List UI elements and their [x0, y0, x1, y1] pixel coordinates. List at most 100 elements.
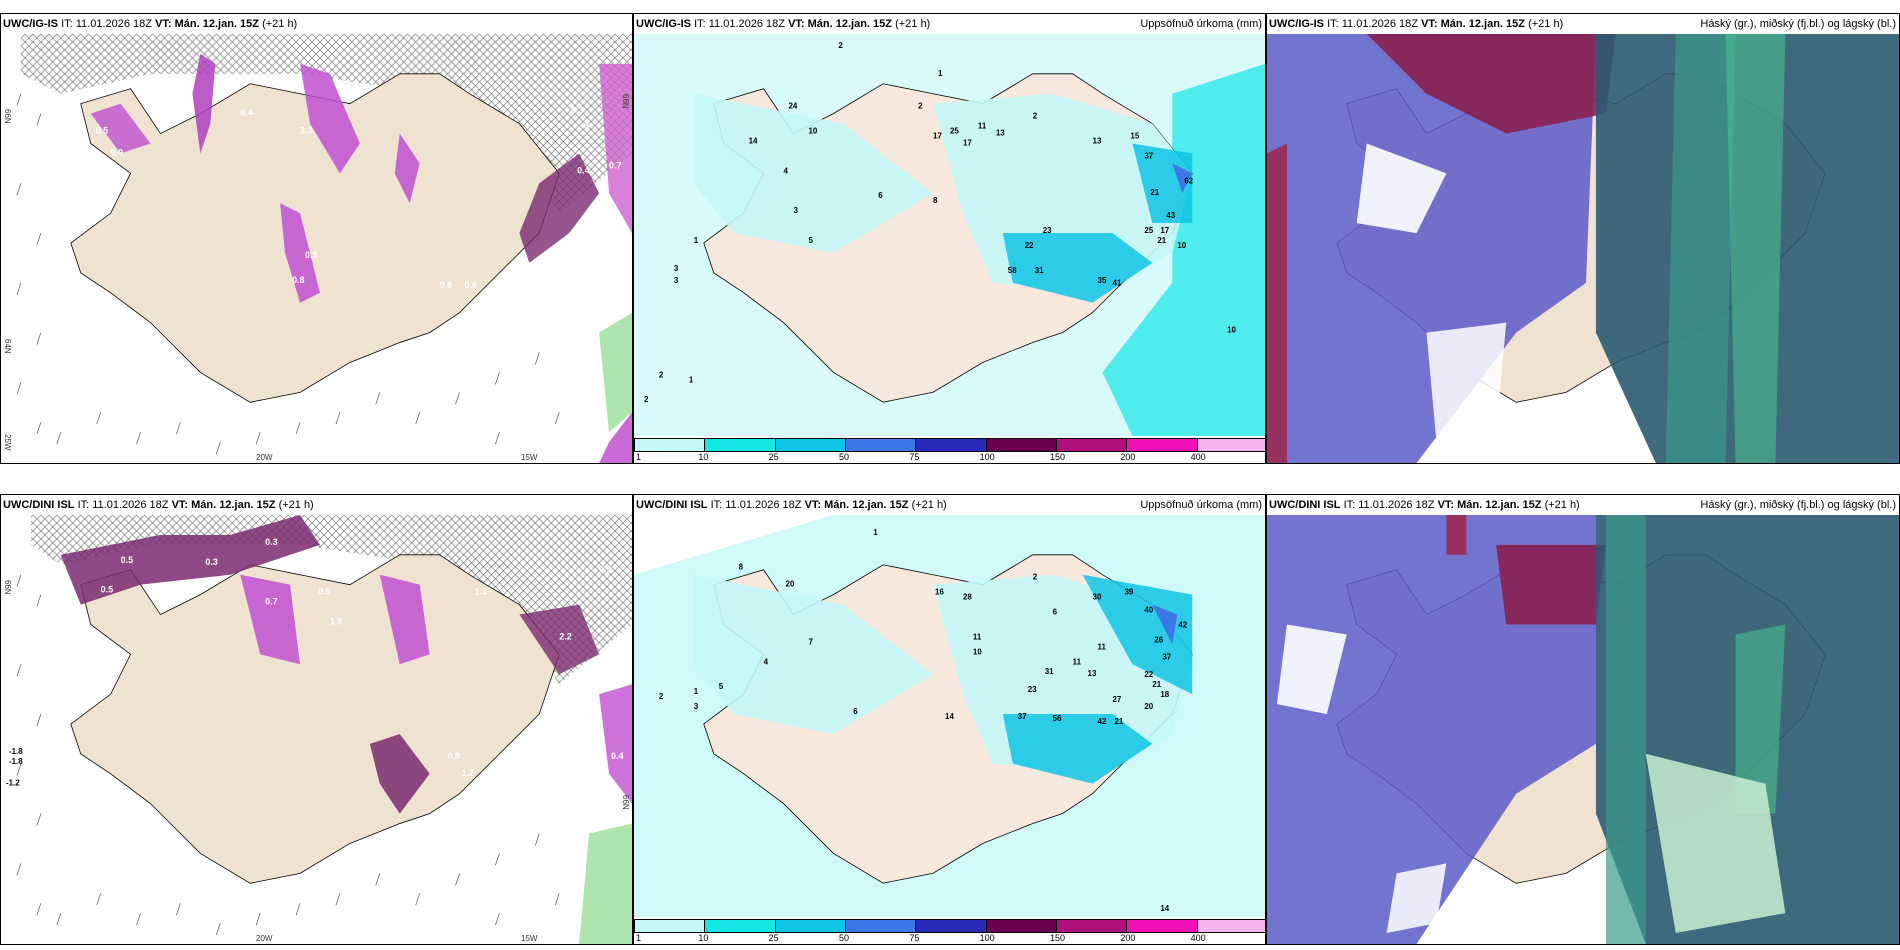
value-label: 0.7 — [589, 454, 601, 463]
value-label: 0.3 — [599, 565, 611, 575]
value-label: 8 — [739, 563, 744, 572]
panel-dini-cloud: UWC/DINI ISL IT: 11.01.2026 18Z VT: Mán.… — [1266, 494, 1900, 945]
value-label: 2 — [1033, 573, 1038, 582]
colorbar: 1 10 25 50 75 100 150 200 400 — [634, 917, 1265, 944]
value-label: 0.4 — [240, 108, 252, 118]
colorbar: 1 10 25 50 75 100 150 200 400 — [634, 436, 1265, 463]
value-label: 25 — [950, 127, 959, 136]
colorbar-tick-label: 75 — [909, 933, 920, 943]
value-label: 42 — [1178, 620, 1187, 629]
value-label: 0.9 — [111, 147, 123, 157]
colorbar-tick-label: 200 — [1120, 933, 1136, 943]
panel-header: UWC/DINI ISL IT: 11.01.2026 18Z VT: Mán.… — [1267, 495, 1899, 515]
value-label: 0.3 — [571, 106, 583, 116]
value-label: 1 — [694, 687, 699, 696]
value-label: 0.6 — [465, 280, 477, 290]
value-label: 14 — [945, 712, 954, 721]
value-label: 42 — [1098, 717, 1107, 726]
value-label: 35 — [1098, 276, 1107, 285]
value-label: 10 — [1227, 326, 1236, 335]
colorbar-swatch — [774, 919, 846, 933]
panel-title: Háský (gr.), miðský (fj.bl.) og lágský (… — [1700, 499, 1896, 511]
value-label: 16 — [935, 588, 944, 597]
value-label: 41 — [1112, 279, 1121, 288]
value-label: 40 — [1144, 606, 1153, 615]
value-label: 0.9 — [305, 250, 317, 260]
value-label: 17 — [1160, 226, 1169, 235]
value-label: 0.4 — [215, 86, 227, 96]
map-precip: 8 1 16 28 20 11 2 6 30 39 40 42 26 37 22… — [634, 515, 1265, 917]
panel-dini-wind: UWC/DINI ISL IT: 11.01.2026 18Z VT: Mán.… — [0, 494, 633, 945]
value-label: 23 — [1028, 685, 1037, 694]
colorbar-tick-label: 400 — [1190, 452, 1206, 462]
value-label: 1 — [873, 528, 878, 537]
colorbar-swatch — [1126, 919, 1198, 933]
value-label: 37 — [1162, 652, 1171, 661]
colorbar-swatch — [915, 919, 987, 933]
value-label: 10 — [808, 127, 817, 136]
value-label: 27 — [1112, 695, 1121, 704]
colorbar-tick-label: 1 — [636, 452, 642, 462]
colorbar-swatch — [845, 919, 917, 933]
value-label: 13 — [996, 129, 1005, 138]
colorbar-swatch — [985, 438, 1057, 452]
value-label: -1.2 — [6, 779, 20, 788]
value-label: 1.9 — [330, 616, 342, 626]
value-label: 2.2 — [559, 631, 571, 641]
value-label: 2 — [918, 102, 923, 111]
colorbar-swatch — [634, 919, 706, 933]
value-label: 2 — [1033, 112, 1038, 121]
panel-header: UWC/DINI ISL IT: 11.01.2026 18Z VT: Mán.… — [1, 495, 632, 515]
colorbar-tick-label: 400 — [1190, 933, 1206, 943]
lon-label: 25W — [3, 434, 12, 451]
panel-ig-is-cloud: UWC/IG-IS IT: 11.01.2026 18Z VT: Mán. 12… — [1266, 13, 1900, 464]
value-label: 5 — [808, 236, 813, 245]
value-label: 31 — [1035, 266, 1044, 275]
value-label: 10 — [1177, 241, 1186, 250]
value-label: 62 — [1184, 176, 1193, 185]
lat-label: 64N — [3, 339, 12, 354]
value-label: 0.7 — [609, 160, 621, 170]
value-label: 24 — [789, 102, 798, 111]
value-label: 0.5 — [517, 260, 529, 270]
colorbar-tick-label: 10 — [698, 452, 709, 462]
panel-header: UWC/IG-IS IT: 11.01.2026 18Z VT: Mán. 12… — [1, 14, 632, 34]
value-label: 0.9 — [448, 751, 460, 761]
colorbar-tick-label: 100 — [979, 452, 995, 462]
value-label: 4 — [784, 166, 789, 175]
value-label: 0.7 — [265, 597, 277, 607]
value-label: 4 — [764, 657, 769, 666]
value-label: 14 — [1160, 904, 1169, 913]
colorbar-swatch — [1196, 438, 1265, 452]
lon-label: 15W — [521, 934, 538, 943]
value-label: 26 — [1154, 635, 1163, 644]
value-label: 0.3 — [205, 557, 217, 567]
value-label: 11 — [978, 122, 987, 131]
value-label: 2 — [644, 395, 649, 404]
value-label: 21 — [1152, 680, 1161, 689]
value-label: 56 — [1053, 714, 1062, 723]
colorbar-swatch — [985, 919, 1057, 933]
value-label: 3 — [694, 702, 699, 711]
value-label: 8 — [933, 196, 938, 205]
value-label: 21 — [1150, 188, 1159, 197]
value-label: 2 — [659, 692, 664, 701]
value-label: 3.3 — [300, 126, 312, 136]
value-label: 21 — [1114, 717, 1123, 726]
value-label: 20 — [786, 580, 795, 589]
colorbar-tick-label: 100 — [979, 933, 995, 943]
value-label: 10 — [973, 647, 982, 656]
colorbar-tick-label: 150 — [1050, 933, 1066, 943]
value-label: 6 — [853, 707, 858, 716]
colorbar-tick-label: 25 — [768, 933, 779, 943]
value-label: 37 — [1018, 712, 1027, 721]
map-cloud — [1267, 515, 1899, 944]
value-label: 58 — [1008, 266, 1017, 275]
value-label: 17 — [933, 131, 942, 140]
value-label: 1 — [694, 236, 699, 245]
map-cloud — [1267, 34, 1899, 463]
colorbar-swatch — [634, 438, 706, 452]
value-label: 28 — [963, 593, 972, 602]
value-label: 0.9 — [318, 587, 330, 597]
value-label: 13 — [1088, 669, 1097, 678]
